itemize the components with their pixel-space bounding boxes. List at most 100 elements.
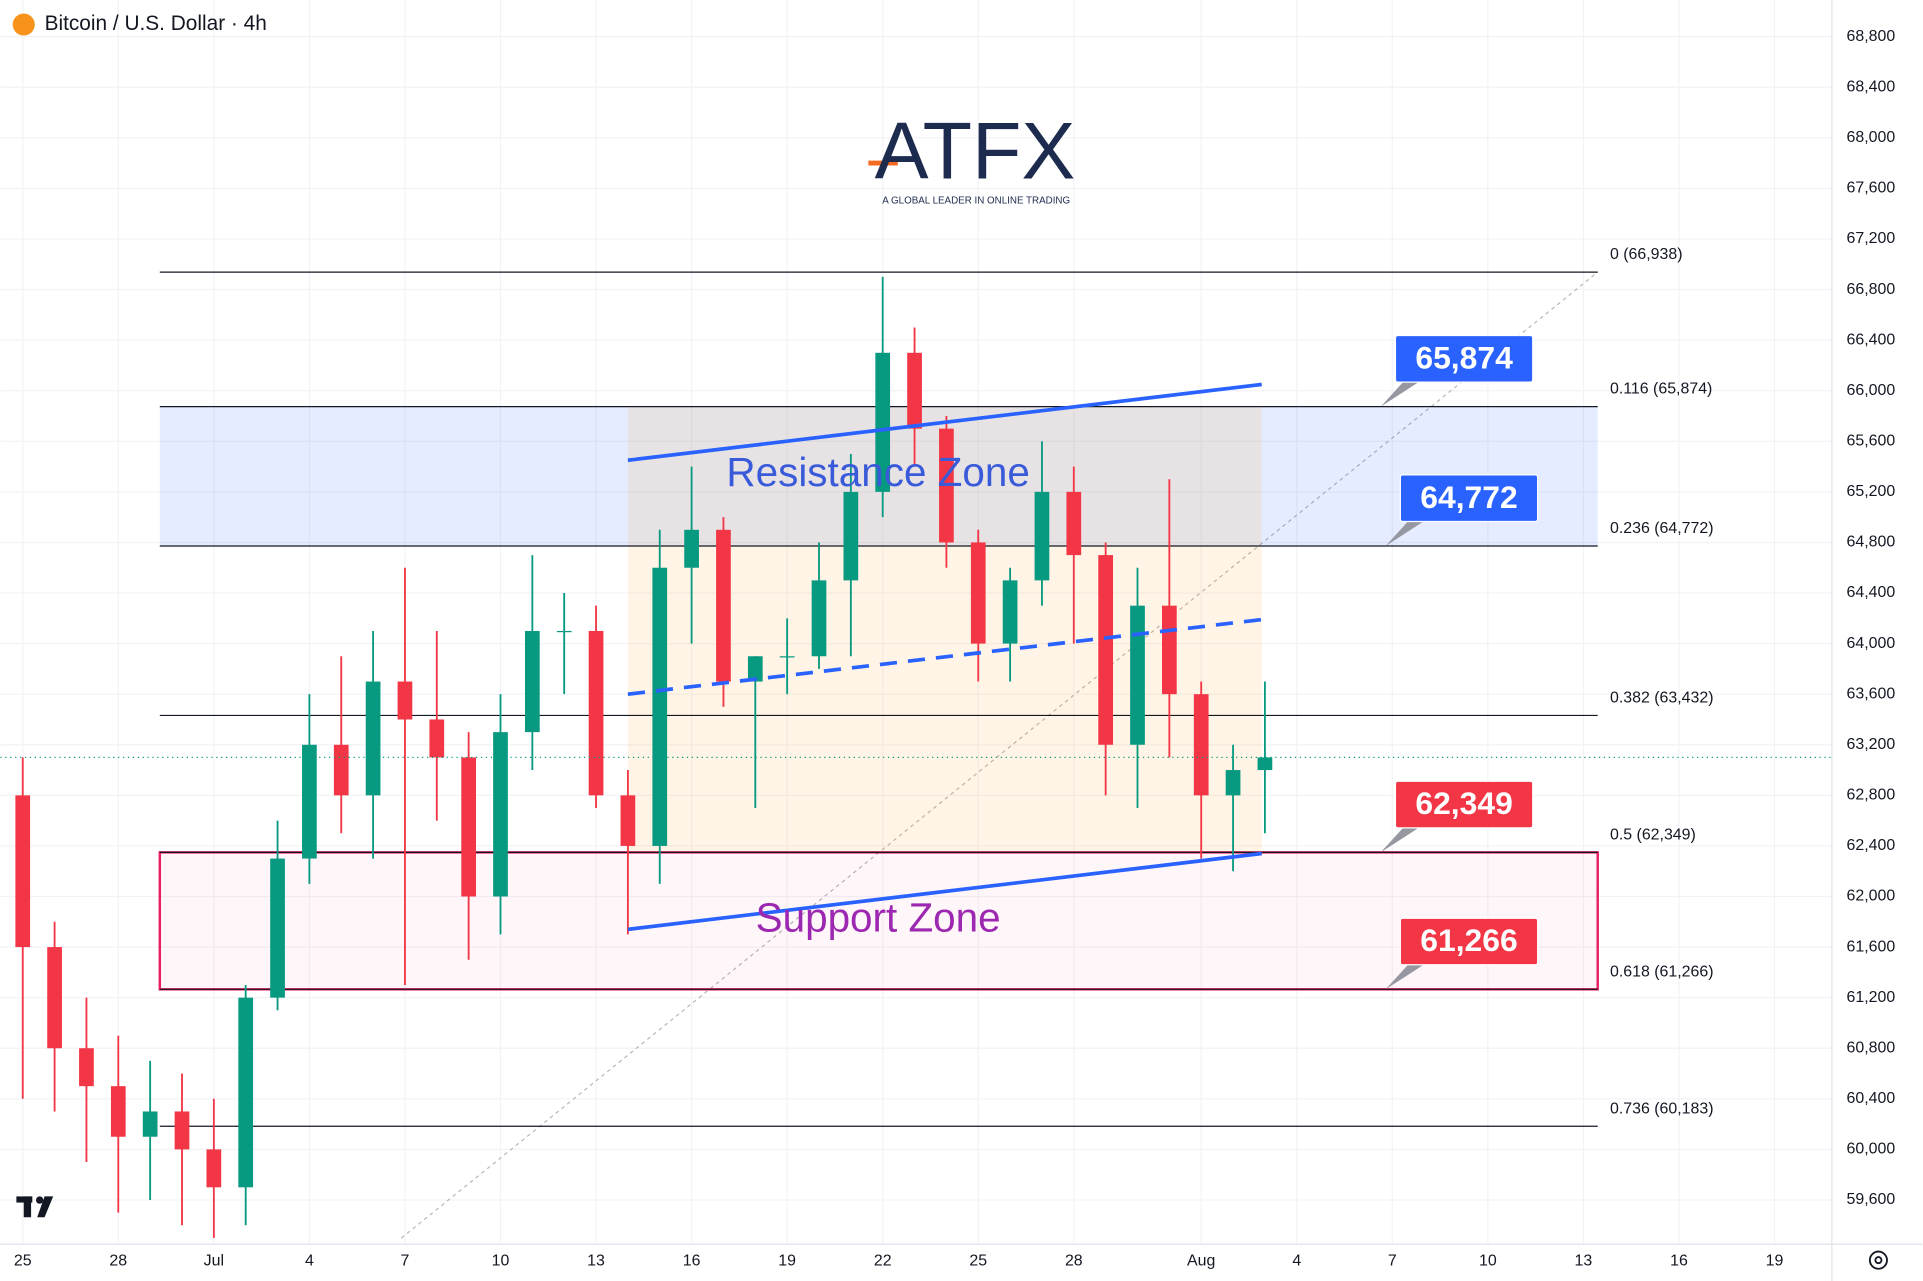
x-tick-label: 16 — [1670, 1253, 1688, 1270]
candle-body — [79, 1048, 94, 1087]
callout-label: 62,349 — [1415, 785, 1512, 821]
y-tick-label: 66,000 — [1847, 382, 1896, 399]
fib-label: 0 (66,938) — [1610, 246, 1683, 263]
y-tick-label: 60,400 — [1847, 1090, 1896, 1107]
bitcoin-icon — [12, 13, 35, 36]
x-tick-label: 10 — [492, 1253, 510, 1270]
fib-label: 0.116 (65,874) — [1610, 381, 1712, 398]
candle-body — [206, 1149, 222, 1188]
overlays: 0 (66,938) 0.116 (65,874) 0.236 (64,772) 0.… — [0, 246, 1832, 1117]
candle-body — [461, 757, 477, 897]
candle-body — [1193, 694, 1209, 796]
callout-box — [1394, 334, 1534, 383]
y-tick-label: 60,000 — [1847, 1141, 1896, 1158]
y-tick-label: 61,600 — [1847, 938, 1896, 955]
candle-body — [716, 529, 731, 682]
candle-body — [684, 529, 699, 568]
x-tick-label: Jul — [204, 1253, 224, 1270]
y-tick-label: 62,400 — [1847, 837, 1896, 854]
y-tick-label: 68,000 — [1847, 129, 1896, 146]
candle-body — [238, 997, 254, 1188]
x-tick-label: 28 — [1065, 1253, 1083, 1270]
candle-body — [588, 630, 604, 796]
callout-label: 61,266 — [1420, 922, 1517, 958]
channel-line — [627, 851, 1262, 932]
x-tick-label: 25 — [969, 1253, 987, 1270]
zone — [158, 851, 1599, 991]
callout-box — [1399, 917, 1539, 966]
y-tick-label: 63,200 — [1847, 736, 1896, 753]
candle-body — [779, 656, 795, 658]
candle-body — [747, 656, 763, 682]
fib-label: 0.5 (62,349) — [1610, 826, 1696, 843]
candle-body — [47, 947, 62, 1049]
candle-body — [1257, 757, 1273, 771]
candle-body — [1130, 605, 1145, 745]
axes: 59,600 60,000 60,400 60,800 61,200 61,600 62,0… — [14, 28, 1896, 1270]
candle-body — [524, 630, 540, 733]
callout-label: 65,874 — [1415, 339, 1513, 375]
y-tick-label: 66,400 — [1847, 331, 1896, 348]
callout-label: 64,772 — [1420, 479, 1517, 515]
callout-box — [1394, 780, 1534, 829]
zone-label: Resistance Zone — [726, 449, 1029, 495]
x-tick-label: 13 — [1575, 1253, 1593, 1270]
y-tick-label: 61,200 — [1847, 989, 1896, 1006]
x-tick-label: 13 — [587, 1253, 605, 1270]
y-tick-label: 67,600 — [1847, 180, 1896, 197]
y-tick-label: 59,600 — [1847, 1191, 1896, 1208]
x-tick-label: 28 — [109, 1253, 127, 1270]
y-tick-label: 62,000 — [1847, 888, 1896, 905]
x-tick-label: 25 — [14, 1253, 32, 1270]
x-tick-label: 4 — [1292, 1253, 1301, 1270]
candle-body — [397, 681, 413, 720]
callout-pointer — [1380, 379, 1423, 407]
candle-body — [875, 352, 891, 492]
y-tick-label: 60,800 — [1847, 1039, 1896, 1056]
fib-label: 0.236 (64,772) — [1610, 520, 1714, 537]
candle-body — [270, 858, 285, 998]
settings-icon[interactable] — [1868, 1250, 1888, 1270]
candle-body — [907, 352, 922, 429]
x-tick-label: 10 — [1479, 1253, 1497, 1270]
candle-body — [302, 744, 317, 859]
candle-body — [15, 795, 31, 948]
candle-body — [174, 1111, 190, 1150]
candle-body — [1098, 555, 1114, 745]
y-tick-label: 62,800 — [1847, 787, 1896, 804]
y-tick-label: 63,600 — [1847, 685, 1896, 702]
candles — [15, 276, 1273, 1238]
y-tick-label: 68,400 — [1847, 78, 1896, 95]
candle-body — [1225, 770, 1241, 796]
callout-box — [1399, 474, 1539, 523]
logo-tagline: A GLOBAL LEADER IN ONLINE TRADING — [882, 196, 1070, 207]
x-tick-label: 16 — [683, 1253, 701, 1270]
x-tick-label: 4 — [305, 1253, 314, 1270]
x-tick-label: 19 — [1766, 1253, 1784, 1270]
logo-name: ATFX — [875, 106, 1076, 196]
candle-body — [333, 744, 349, 796]
y-tick-label: 65,600 — [1847, 432, 1896, 449]
y-tick-label: 64,800 — [1847, 534, 1896, 551]
candle-body — [811, 580, 827, 657]
fib-label: 0.382 (63,432) — [1610, 689, 1714, 706]
candle-body — [365, 681, 381, 796]
candle-body — [970, 542, 986, 644]
candle-body — [843, 491, 859, 581]
candle-body — [1066, 491, 1082, 556]
x-tick-label: 22 — [874, 1253, 892, 1270]
candle-body — [1002, 580, 1018, 644]
y-tick-label: 65,200 — [1847, 483, 1896, 500]
y-tick-label: 68,800 — [1847, 28, 1896, 45]
candle-body — [1034, 491, 1050, 581]
candle-body — [556, 630, 572, 633]
y-tick-label: 64,000 — [1847, 635, 1896, 652]
fib-label: 0.736 (60,183) — [1610, 1100, 1714, 1117]
zone-label: Support Zone — [756, 895, 1001, 941]
candle-body — [652, 567, 668, 846]
y-tick-label: 66,800 — [1847, 281, 1896, 298]
tradingview-logo — [16, 1196, 54, 1218]
candle-body — [620, 795, 636, 846]
